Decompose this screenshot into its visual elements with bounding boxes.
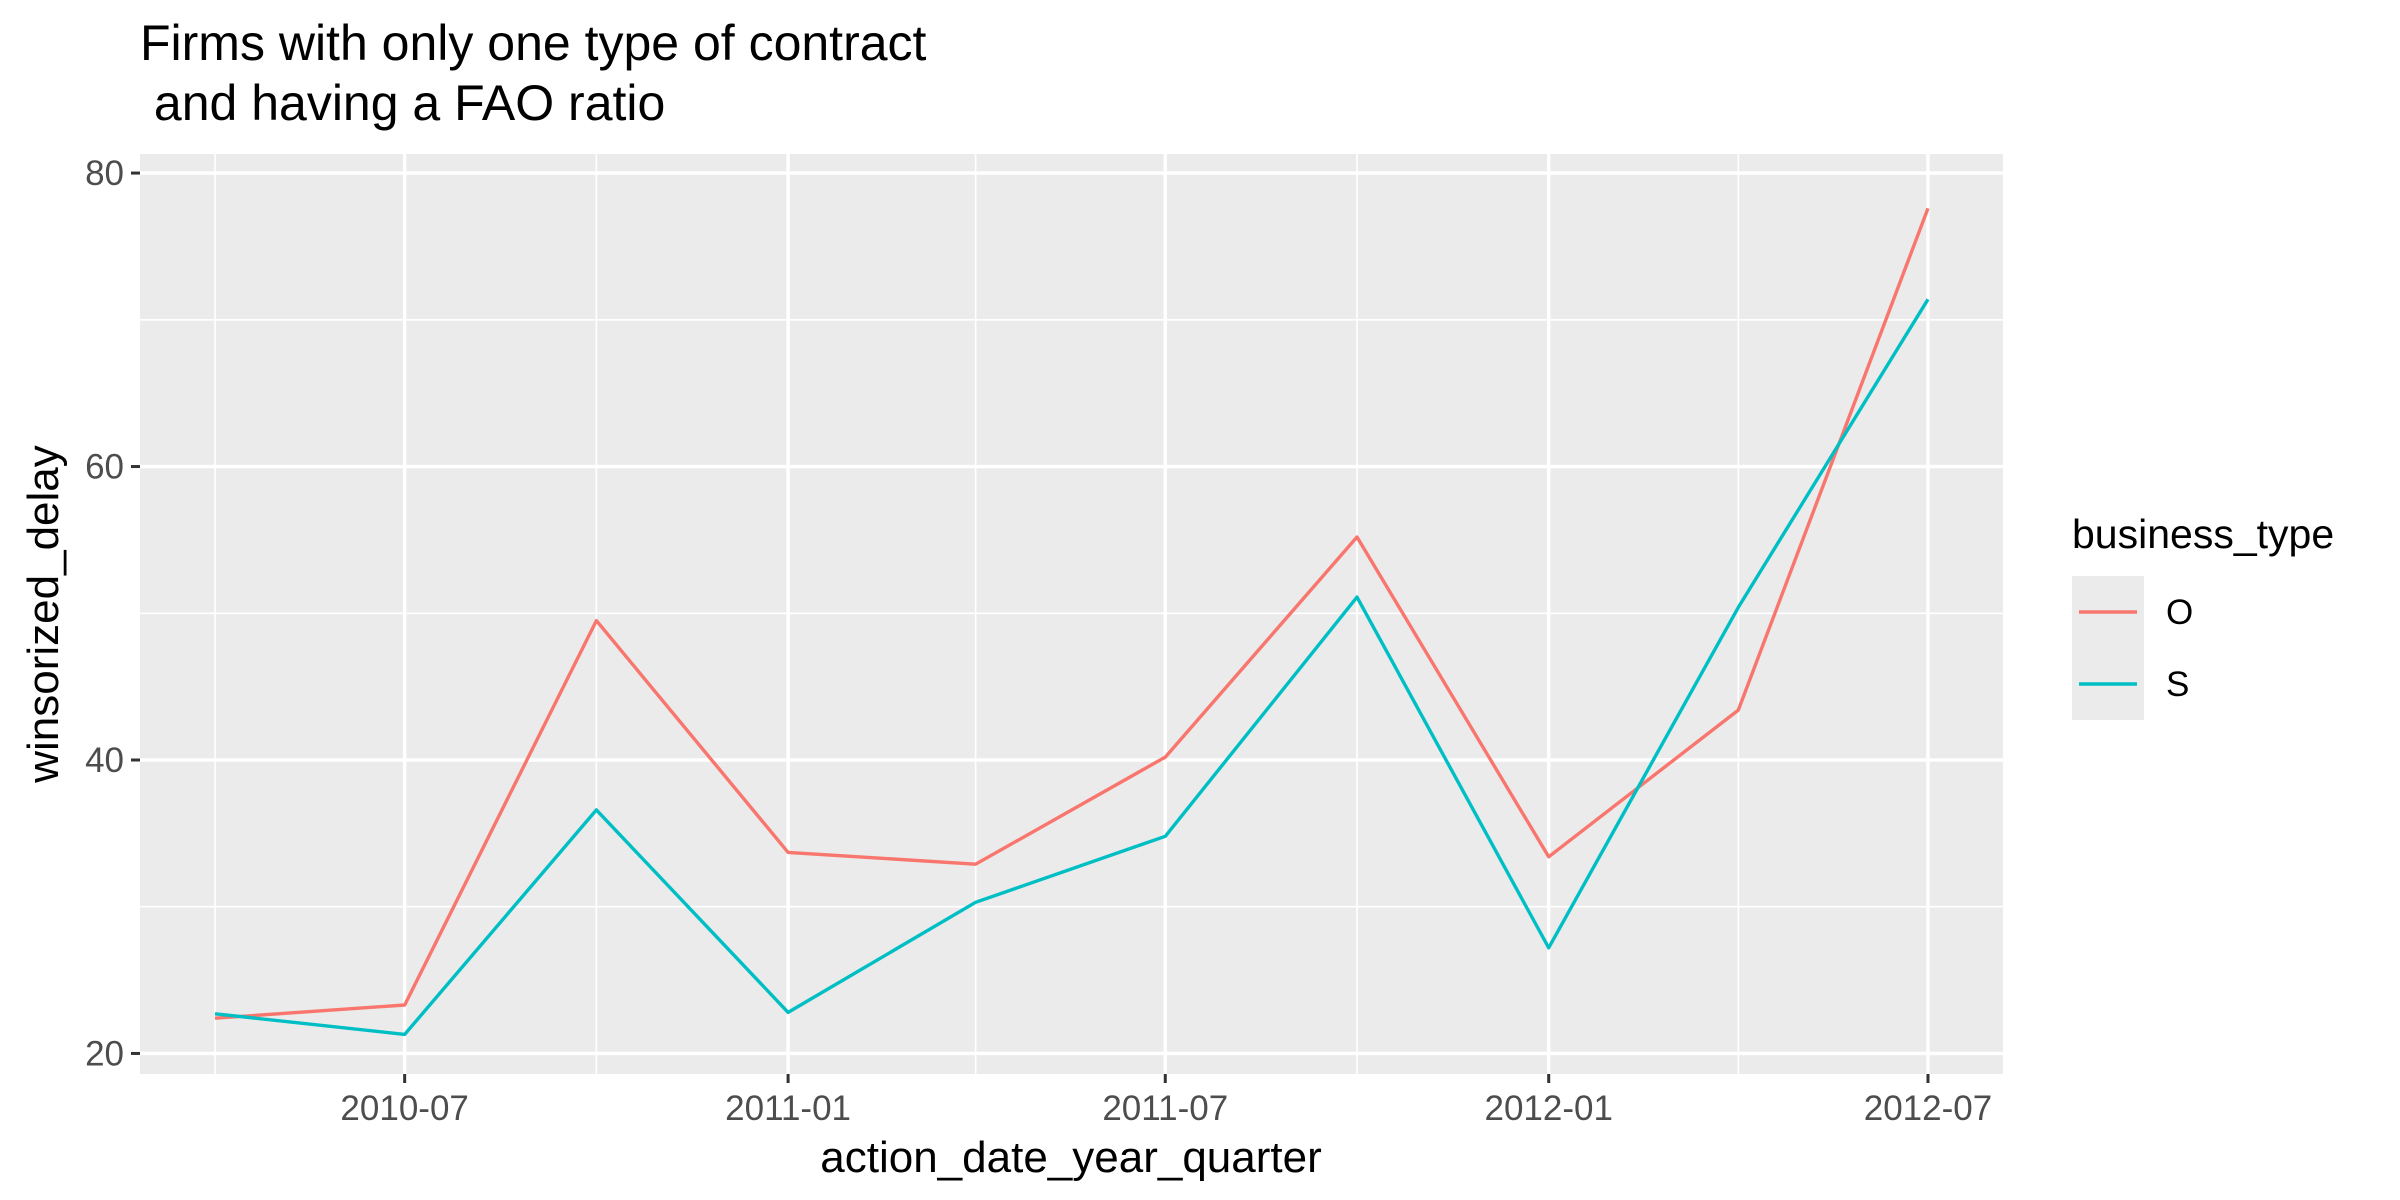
minor-gridlines: [140, 154, 2003, 1074]
legend: business_type OS: [2072, 511, 2334, 720]
series-lines: [214, 207, 1930, 1037]
chart-title-line-1: Firms with only one type of contract: [140, 15, 927, 71]
y-axis: 20 40 60 80: [85, 154, 140, 1073]
chart-title-line-2: and having a FAO ratio: [140, 75, 665, 131]
series-line-s: [214, 298, 1930, 1037]
y-tick-label: 40: [85, 741, 124, 780]
x-tick-label: 2011-07: [1102, 1089, 1228, 1128]
x-tick-label: 2011-01: [725, 1089, 851, 1128]
x-tick-label: 2012-01: [1484, 1089, 1612, 1128]
major-gridlines: [140, 154, 2003, 1074]
y-tick-label: 60: [85, 448, 124, 487]
y-tick-label: 20: [85, 1034, 124, 1073]
legend-label-o: O: [2166, 593, 2193, 632]
series-line-o: [214, 207, 1930, 1020]
y-tick-label: 80: [85, 154, 124, 193]
x-tick-label: 2010-07: [340, 1089, 468, 1128]
y-axis-title: winsorized_delay: [19, 445, 68, 784]
legend-title: business_type: [2072, 511, 2334, 557]
x-axis: 2010-07 2011-01 2011-07 2012-01 2012-07: [340, 1074, 1992, 1128]
legend-label-s: S: [2166, 665, 2189, 704]
x-tick-label: 2012-07: [1864, 1089, 1992, 1128]
x-axis-title: action_date_year_quarter: [820, 1133, 1321, 1182]
